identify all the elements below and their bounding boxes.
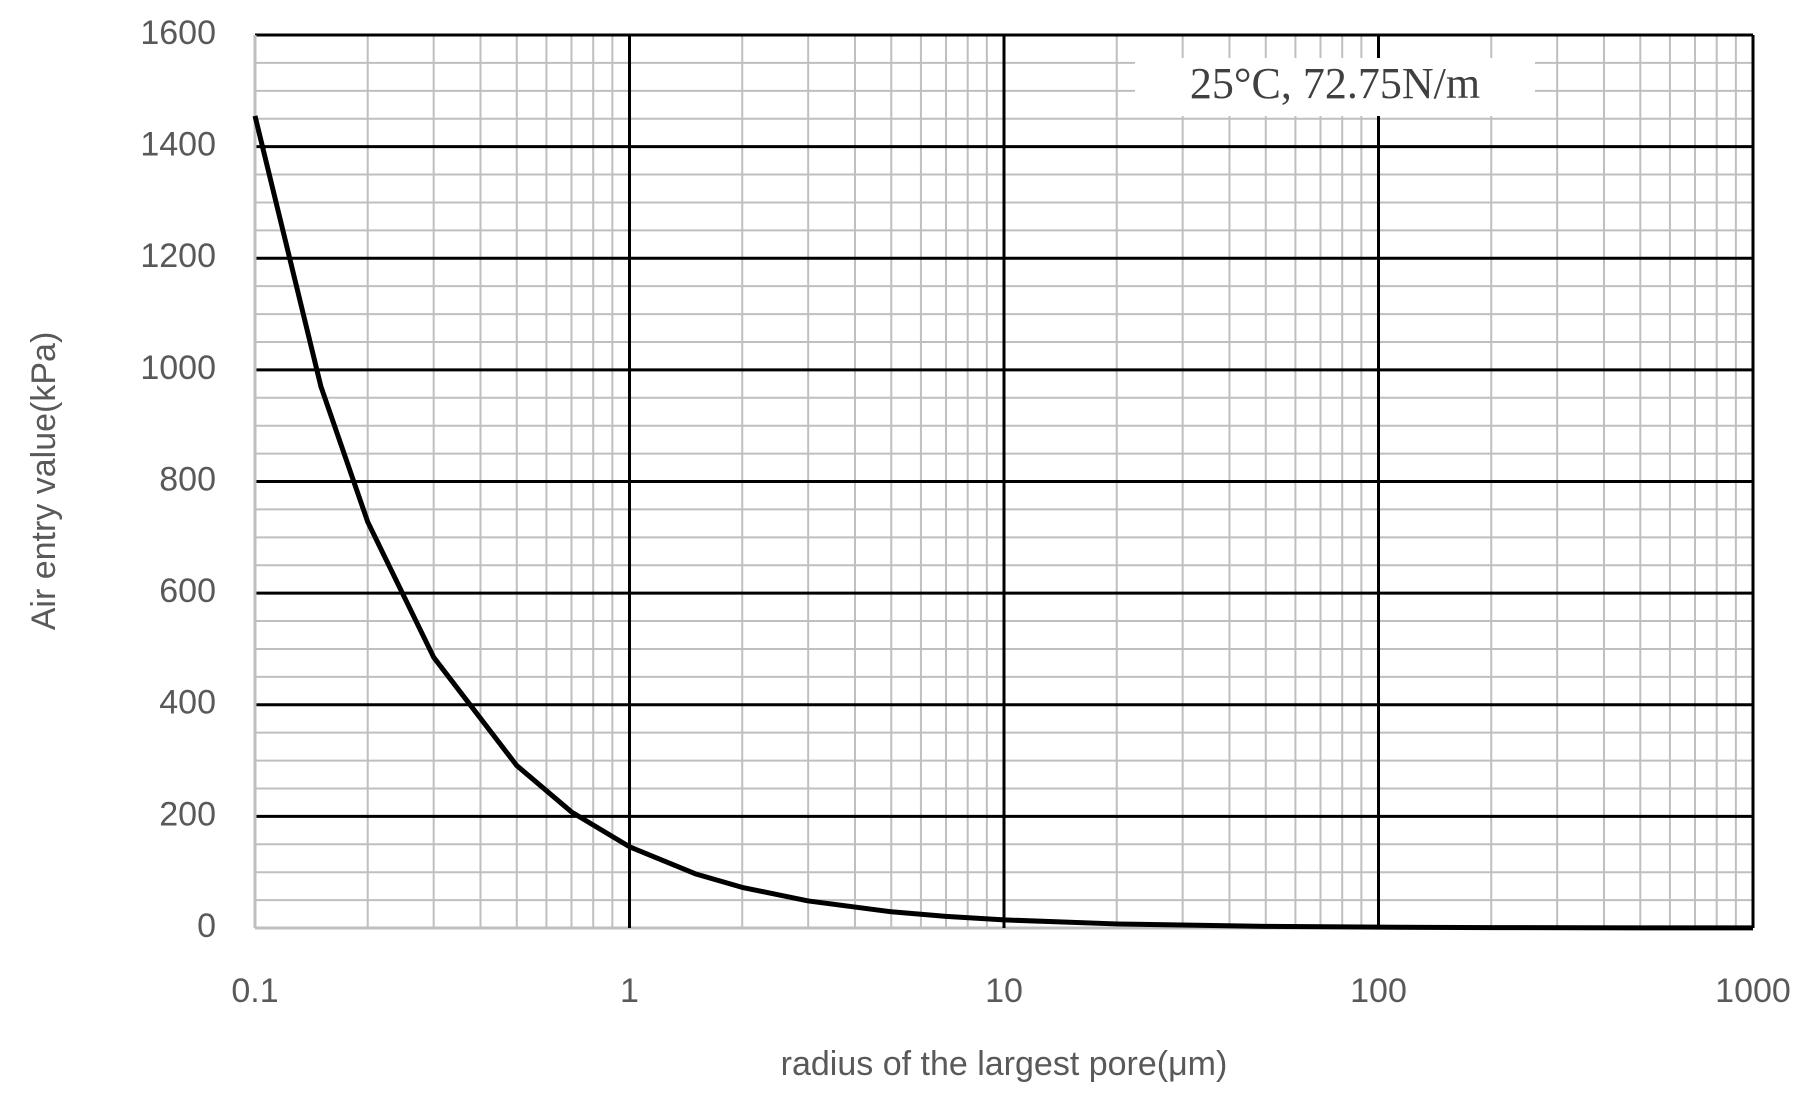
x-tick-label: 1 — [620, 972, 639, 1010]
x-tick-label: 10 — [985, 972, 1023, 1010]
y-tick-label: 1200 — [140, 237, 216, 275]
annotation-box — [1135, 58, 1535, 116]
y-tick-label: 1000 — [140, 349, 216, 387]
y-tick-label: 1400 — [140, 126, 216, 164]
y-tick-label: 800 — [159, 460, 216, 498]
line — [252, 115, 1754, 931]
x-tick-label: 100 — [1350, 972, 1407, 1010]
x-axis-label: radius of the largest pore(μm) — [781, 1045, 1228, 1083]
annotation: 25°C, 72.75N/m — [1190, 59, 1480, 108]
y-tick-label: 600 — [159, 572, 216, 610]
y-tick-label: 400 — [159, 684, 216, 722]
y-tick-label: 0 — [197, 907, 216, 945]
x-tick-label: 0.1 — [231, 972, 278, 1010]
x-tick-label: 1000 — [1715, 972, 1791, 1010]
grid — [253, 33, 1755, 930]
y-tick-label: 1600 — [140, 14, 216, 52]
y-tick-label: 200 — [159, 795, 216, 833]
y-axis-label: Air entry value(kPa) — [25, 332, 63, 631]
